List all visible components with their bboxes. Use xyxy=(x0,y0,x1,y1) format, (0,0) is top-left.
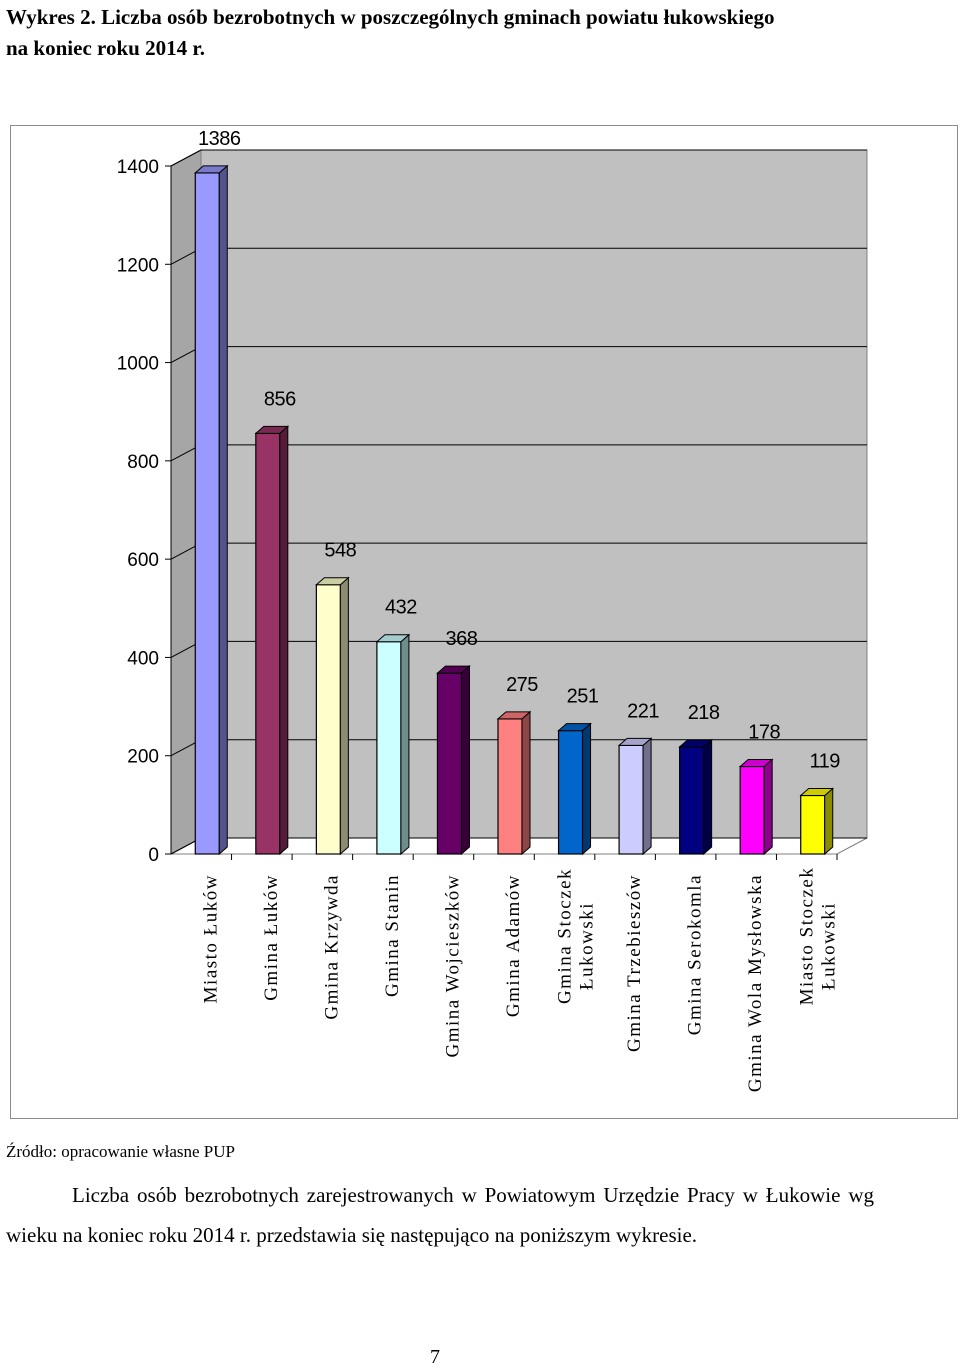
x-category-label: Gmina StoczekŁukowski xyxy=(555,868,598,1004)
x-category-label: Gmina Wojcieszków xyxy=(442,874,463,1058)
x-category-label-line: Gmina Serokomla xyxy=(685,874,706,1035)
chart-title: Wykres 2. Liczba osób bezrobotnych w pos… xyxy=(6,2,946,64)
bar-value-label: 368 xyxy=(446,628,478,650)
bar-value-label: 218 xyxy=(688,702,720,724)
x-category-label: Gmina Serokomla xyxy=(685,874,706,1035)
bar-top xyxy=(678,739,713,748)
y-tick-label: 1200 xyxy=(117,255,159,276)
y-tick-label: 1400 xyxy=(117,157,159,178)
bar-value-label: 119 xyxy=(810,751,841,773)
bar-side xyxy=(642,737,652,856)
bar-value-label: 548 xyxy=(324,540,356,562)
page-number: 7 xyxy=(430,1346,440,1368)
x-category-label-line: Miasto Łuków xyxy=(200,874,221,1003)
bar xyxy=(497,718,523,855)
bar-value-label: 432 xyxy=(385,597,417,619)
bar-top xyxy=(617,737,653,746)
bar-top xyxy=(254,425,290,434)
x-category-label-line: Gmina Wola Mysłowska xyxy=(745,874,766,1092)
x-category-label: Gmina Wola Mysłowska xyxy=(745,874,766,1092)
y-tick-label: 600 xyxy=(127,550,159,571)
bar-top xyxy=(738,759,774,768)
source-note: Źródło: opracowanie własne PUP xyxy=(6,1142,235,1161)
bar-side xyxy=(703,738,713,856)
bar-value-label: 221 xyxy=(627,700,659,722)
bar xyxy=(618,744,644,855)
bar-top xyxy=(436,665,471,674)
x-category-label: Miasto Łuków xyxy=(200,874,221,1003)
x-category-label: Miasto StoczekŁukowski xyxy=(797,867,840,1006)
bar xyxy=(557,730,584,855)
x-category-label: Gmina Trzebieszów xyxy=(624,874,645,1052)
bar-side xyxy=(339,576,349,856)
x-category-label-line: Łukowski xyxy=(577,902,598,990)
y-tick-label: 400 xyxy=(127,648,159,669)
bar-top xyxy=(193,165,229,174)
chart-title-line1: Wykres 2. Liczba osób bezrobotnych w pos… xyxy=(6,5,775,29)
bar xyxy=(376,641,402,855)
bar xyxy=(800,794,826,855)
x-category-label-line: Gmina Stoczek xyxy=(555,868,576,1004)
x-category-label: Gmina Krzywda xyxy=(321,874,342,1020)
x-category-label-line: Łukowski xyxy=(819,902,840,990)
y-tick-label: 1000 xyxy=(117,354,159,375)
bar-top xyxy=(799,788,835,797)
bar-side xyxy=(218,164,228,856)
bar-top xyxy=(375,634,411,643)
chart-back-wall xyxy=(200,149,868,839)
bar xyxy=(679,746,705,855)
chart-title-line2: na koniec roku 2014 r. xyxy=(6,36,205,60)
bar-top xyxy=(315,577,350,586)
y-tick-label: 0 xyxy=(148,845,159,866)
x-category-label: Gmina Stanin xyxy=(382,874,403,997)
bar xyxy=(255,432,281,855)
x-category-label-line: Gmina Wojcieszków xyxy=(442,874,463,1058)
bar-side xyxy=(763,758,773,856)
body-paragraph: Liczba osób bezrobotnych zarejestrowanyc… xyxy=(6,1183,874,1247)
bar-chart: 0 200 400 600 800 1000 1200 1400 1386 Miasto Łukó… xyxy=(117,128,868,1092)
y-tick-label: 800 xyxy=(127,452,159,473)
x-category-label-line: Gmina Trzebieszów xyxy=(624,874,645,1052)
bar-value-label: 1386 xyxy=(198,128,241,150)
bar-value-label: 251 xyxy=(567,686,599,708)
bar-side xyxy=(460,665,470,856)
bar-value-label: 856 xyxy=(264,388,296,410)
x-category-label-line: Gmina Łuków xyxy=(261,874,282,1001)
bar-value-label: 275 xyxy=(506,674,538,696)
x-category-label: Gmina Adamów xyxy=(503,874,524,1017)
bar-side xyxy=(279,425,289,856)
x-category-label-line: Gmina Krzywda xyxy=(321,874,342,1020)
x-category-label-line: Miasto Stoczek xyxy=(797,867,818,1006)
bar-side xyxy=(582,722,592,856)
x-category-label-line: Gmina Stanin xyxy=(382,874,403,997)
bar-side xyxy=(824,787,834,856)
bar xyxy=(739,765,765,855)
y-tick-label: 200 xyxy=(127,747,159,768)
bar xyxy=(315,584,341,855)
bar xyxy=(194,172,220,855)
bar-value-label: 178 xyxy=(748,722,780,744)
x-category-label: Gmina Łuków xyxy=(261,874,282,1001)
bar xyxy=(436,672,463,855)
gridline-depth xyxy=(170,149,202,167)
bar-top xyxy=(496,711,532,720)
bar-side xyxy=(521,710,531,856)
x-category-label-line: Gmina Adamów xyxy=(503,874,524,1017)
bar-top xyxy=(557,723,592,732)
bar-side xyxy=(400,633,410,856)
chart-frame: 0 200 400 600 800 1000 1200 1400 1386 Miasto Łukó… xyxy=(10,125,958,1119)
